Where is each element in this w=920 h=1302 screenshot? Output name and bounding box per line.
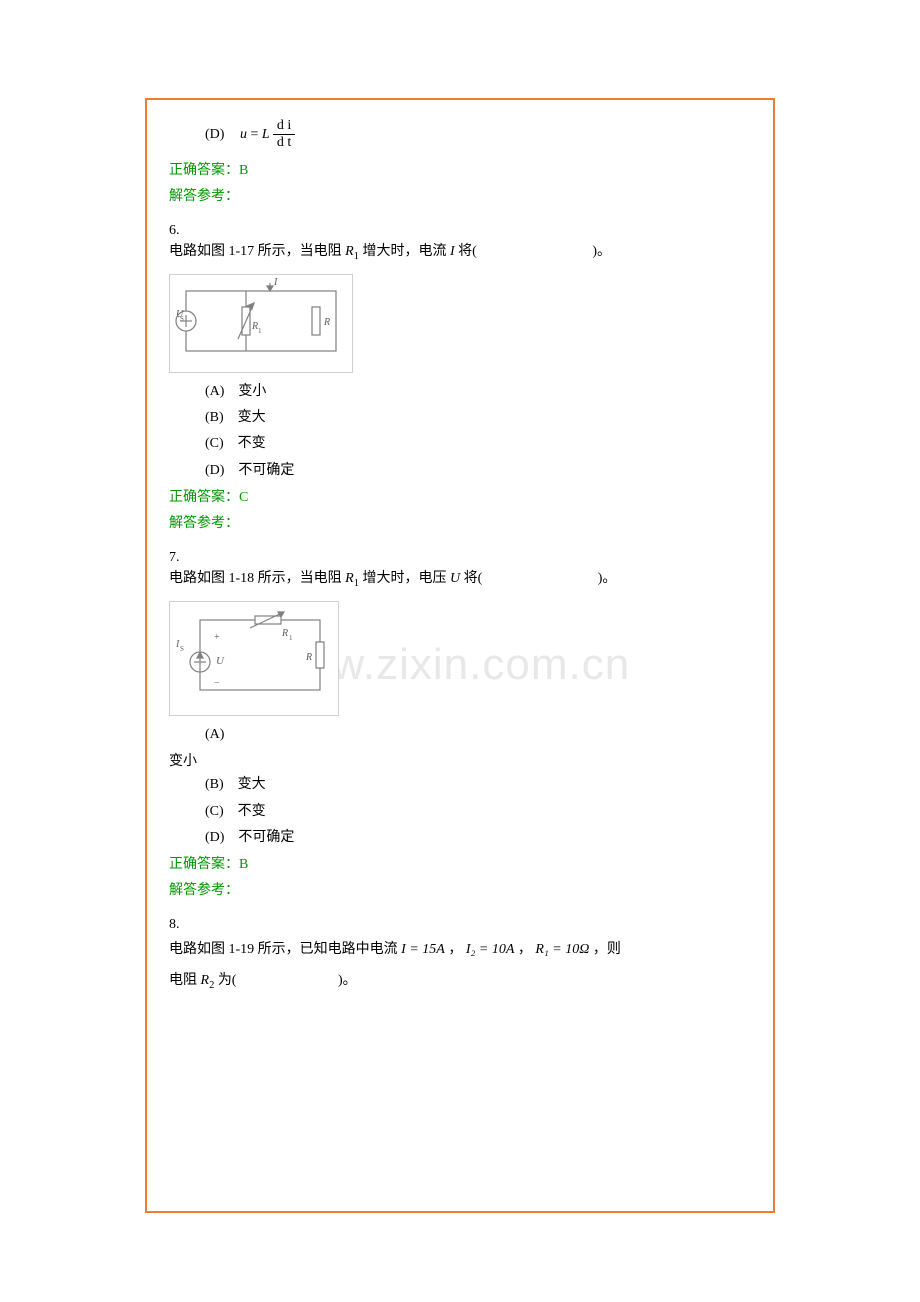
q5-option-d: (D) u = L d i d t — [205, 118, 751, 151]
svg-text:−: − — [214, 678, 220, 689]
q6-text-mid: 增大时，电流 — [359, 244, 450, 259]
page-border: www.zixin.com.cn (D) u = L d i d t 正确答案：… — [145, 98, 775, 1213]
correct-label: 正确答案： — [169, 857, 239, 872]
q8-eq-R1: R₁ = 10Ω — [535, 942, 589, 957]
q7-text: 电路如图 1-18 所示，当电阻 R1 增大时，电压 U 将( )。 — [169, 568, 751, 593]
q6-option-a: (A) 变小 — [205, 381, 751, 403]
correct-label: 正确答案： — [169, 490, 239, 505]
q8-number: 8. — [169, 917, 751, 933]
svg-text:U: U — [216, 655, 225, 667]
q8-text-pre: 电路如图 1-19 所示，已知电路中电流 — [169, 942, 398, 957]
svg-text:R: R — [281, 628, 288, 639]
svg-text:S: S — [180, 645, 184, 653]
svg-text:1: 1 — [289, 634, 293, 642]
q6-option-d: (D) 不可确定 — [205, 460, 751, 482]
q8-line2-pre: 电阻 — [169, 973, 201, 988]
q7-option-a-label: (A) — [205, 724, 751, 746]
q7-circuit-svg: I S + − U R 1 R — [170, 602, 338, 710]
svg-text:R: R — [323, 317, 330, 328]
q8-comma2: ， — [518, 942, 532, 957]
q6-option-b: (B) 变大 — [205, 407, 751, 429]
q6-correct-answer: 正确答案：C — [169, 486, 751, 506]
q6-options: (A) 变小 (B) 变大 (C) 不变 (D) 不可确定 — [205, 381, 751, 483]
svg-text:1: 1 — [258, 327, 262, 335]
svg-text:S: S — [180, 315, 184, 323]
q5-correct-answer: 正确答案：B — [169, 159, 751, 179]
q7-R1: R — [345, 571, 354, 586]
q8-text: 电路如图 1-19 所示，已知电路中电流 I = 15A ， I₂ = 10A … — [169, 935, 751, 997]
q8-eq-I: I = 15A — [401, 942, 445, 957]
svg-text:I: I — [273, 277, 278, 288]
svg-text:+: + — [214, 632, 220, 643]
q7-option-c: (C) 不变 — [205, 801, 751, 823]
q6-number: 6. — [169, 223, 751, 239]
q8-R2: R — [201, 973, 210, 988]
q7-text-mid: 增大时，电压 — [359, 571, 450, 586]
q7-correct-answer: 正确答案：B — [169, 853, 751, 873]
q5-formula: u = L d i d t — [240, 127, 295, 142]
q7-options: (A) — [205, 724, 751, 746]
correct-label: 正确答案： — [169, 163, 239, 178]
q7-text-pre: 电路如图 1-18 所示，当电阻 — [169, 571, 345, 586]
q7-U: U — [450, 571, 464, 586]
q7-number: 7. — [169, 550, 751, 566]
q7-text-post: 将( )。 — [464, 571, 617, 586]
q8-comma3: ，则 — [593, 942, 621, 957]
svg-text:R: R — [305, 652, 312, 663]
correct-value: B — [239, 857, 248, 872]
formula-eq: = — [247, 127, 262, 142]
q7-option-a-text: 变小 — [169, 750, 751, 770]
formula-den: d t — [273, 135, 295, 151]
q8-eq-I2: I₂ = 10A — [466, 942, 515, 957]
q8-comma1: ， — [448, 942, 462, 957]
q5-reference: 解答参考： — [169, 185, 751, 205]
correct-value: B — [239, 163, 248, 178]
formula-fraction: d i d t — [273, 118, 295, 151]
q7-option-b: (B) 变大 — [205, 774, 751, 796]
q6-text: 电路如图 1-17 所示，当电阻 R1 增大时，电流 I 将( )。 — [169, 241, 751, 266]
q7-options-rest: (B) 变大 (C) 不变 (D) 不可确定 — [205, 774, 751, 849]
q6-circuit-svg: U S R 1 R I — [170, 275, 352, 367]
q8-line2-post: 为( )。 — [214, 973, 356, 988]
q6-option-c: (C) 不变 — [205, 433, 751, 455]
q6-text-post: 将( )。 — [458, 244, 611, 259]
formula-num: d i — [273, 118, 295, 135]
option-d-label: (D) — [205, 127, 224, 143]
q7-circuit-figure: I S + − U R 1 R — [169, 601, 339, 716]
formula-u: u — [240, 127, 247, 142]
q6-R1: R — [345, 244, 354, 259]
formula-L: L — [262, 127, 270, 142]
q7-reference: 解答参考： — [169, 879, 751, 899]
q6-reference: 解答参考： — [169, 512, 751, 532]
q6-circuit-figure: U S R 1 R I — [169, 274, 353, 373]
q7-option-d: (D) 不可确定 — [205, 827, 751, 849]
correct-value: C — [239, 490, 248, 505]
content-area: (D) u = L d i d t 正确答案：B 解答参考： 6. 电路如图 1… — [169, 118, 751, 997]
q6-text-pre: 电路如图 1-17 所示，当电阻 — [169, 244, 345, 259]
q6-I: I — [450, 244, 458, 259]
